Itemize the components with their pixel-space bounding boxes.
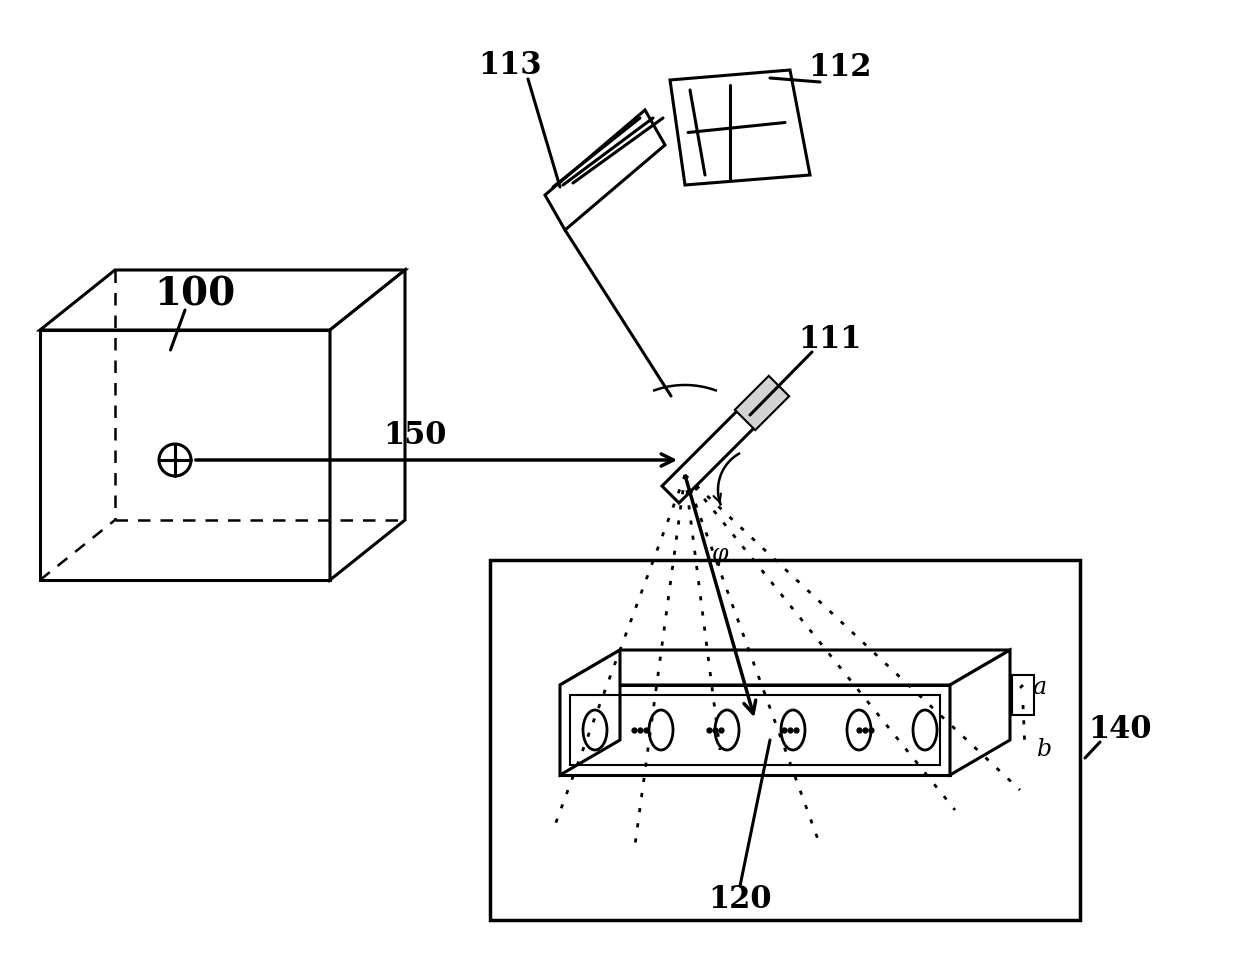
- Text: b: b: [1037, 739, 1052, 762]
- Text: φ: φ: [712, 543, 728, 566]
- Text: 111: 111: [799, 325, 862, 355]
- Polygon shape: [670, 70, 810, 185]
- Polygon shape: [546, 110, 665, 230]
- Bar: [40, 330, 330, 580]
- Polygon shape: [40, 270, 405, 330]
- Polygon shape: [950, 650, 1011, 775]
- Polygon shape: [662, 387, 777, 503]
- Bar: [1012, 675, 1034, 715]
- Bar: [490, 560, 1080, 920]
- Text: 100: 100: [154, 276, 236, 314]
- Text: 140: 140: [1089, 715, 1152, 745]
- Text: a: a: [1032, 676, 1047, 699]
- Bar: [560, 685, 950, 775]
- Text: 113: 113: [479, 49, 542, 81]
- Polygon shape: [560, 650, 620, 775]
- Polygon shape: [330, 270, 405, 580]
- Bar: [570, 695, 940, 765]
- Text: 120: 120: [708, 884, 771, 916]
- Polygon shape: [735, 376, 789, 430]
- Text: 150: 150: [383, 420, 446, 451]
- Text: 112: 112: [808, 53, 872, 84]
- Polygon shape: [560, 650, 1011, 685]
